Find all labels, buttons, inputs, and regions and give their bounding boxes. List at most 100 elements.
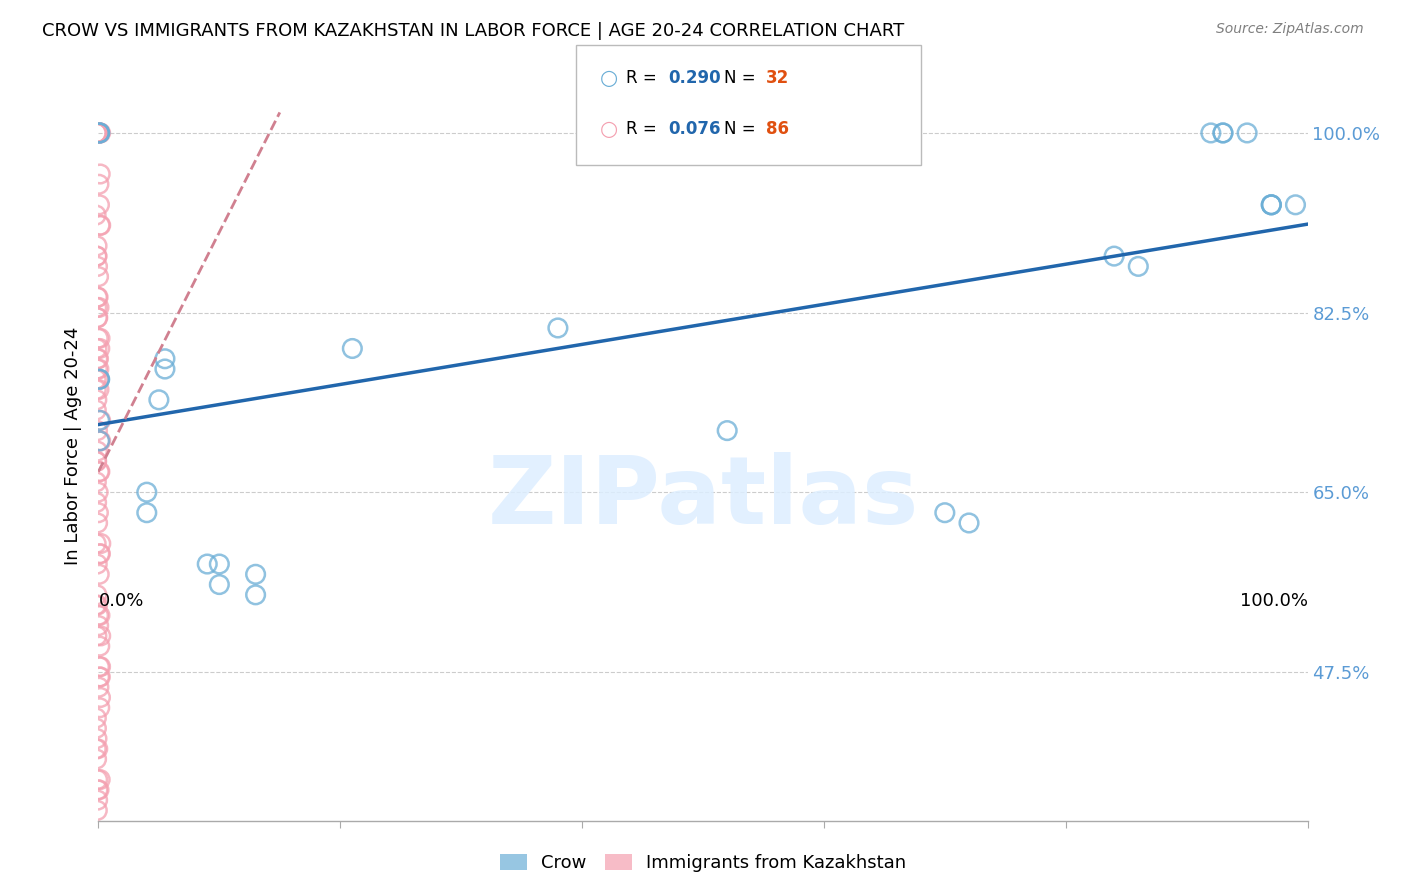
Point [87,351,110,366]
Text: 0.0%: 0.0% [98,592,143,610]
Text: ○: ○ [600,120,619,139]
Text: 86: 86 [766,120,789,138]
Point [87,331,110,345]
Point [1260,198,1282,212]
Point [86,516,108,530]
Point [86,557,108,571]
Point [86,475,108,489]
Point [89,198,111,212]
Point [86,362,108,376]
Point [84,598,107,612]
Point [90,219,112,233]
Point [86,392,108,407]
Point [89,700,111,714]
Point [86,444,108,458]
Point [342,342,364,356]
Point [86,249,108,263]
Point [84,741,107,756]
Point [90,126,112,140]
Point [89,670,111,684]
Point [84,383,107,397]
Text: R =: R = [626,69,662,87]
Point [86,454,108,468]
Point [89,126,111,140]
Text: N =: N = [724,120,761,138]
Point [1212,126,1234,140]
Point [208,577,231,591]
Point [87,126,110,140]
Point [86,424,108,438]
Text: 0.076: 0.076 [668,120,720,138]
Point [153,351,176,366]
Point [87,178,110,192]
Text: 100.0%: 100.0% [1240,592,1308,610]
Point [153,362,176,376]
Point [135,506,157,520]
Point [1128,260,1150,274]
Point [89,465,111,479]
Text: Source: ZipAtlas.com: Source: ZipAtlas.com [1216,22,1364,37]
Point [87,608,110,623]
Text: 0.290: 0.290 [668,69,720,87]
Point [89,567,111,582]
Point [89,167,111,181]
Point [87,782,110,797]
Point [86,752,108,766]
Point [89,372,111,386]
Point [1102,249,1125,263]
Point [89,434,111,448]
Point [87,362,110,376]
Point [90,413,112,427]
Point [208,557,231,571]
Point [934,506,956,520]
Point [957,516,980,530]
Point [86,598,108,612]
Point [86,793,108,807]
Point [87,351,110,366]
Point [86,588,108,602]
Point [89,126,111,140]
Point [89,690,111,705]
Point [86,342,108,356]
Y-axis label: In Labor Force | Age 20-24: In Labor Force | Age 20-24 [65,326,83,566]
Point [89,547,111,561]
Point [86,249,108,263]
Point [547,321,569,335]
Point [86,629,108,643]
Point [89,434,111,448]
Point [87,680,110,694]
Point [84,208,107,222]
Point [87,506,110,520]
Point [86,772,108,787]
Point [90,659,112,673]
Point [84,372,107,386]
Point [87,126,110,140]
Point [87,741,110,756]
Point [195,557,218,571]
Point [84,126,107,140]
Point [89,465,111,479]
Point [87,485,110,500]
Point [86,290,108,304]
Point [90,536,112,550]
Point [87,310,110,325]
Text: ZIPatlas: ZIPatlas [488,452,918,544]
Point [1260,198,1282,212]
Point [1212,126,1234,140]
Text: N =: N = [724,69,761,87]
Point [89,608,111,623]
Point [87,618,110,632]
Point [86,721,108,735]
Point [89,547,111,561]
Point [87,782,110,797]
Point [135,485,157,500]
Point [87,372,110,386]
Point [90,629,112,643]
Point [87,301,110,315]
Point [86,239,108,253]
Point [89,670,111,684]
Point [86,803,108,817]
Point [89,413,111,427]
Point [716,424,738,438]
Point [89,659,111,673]
